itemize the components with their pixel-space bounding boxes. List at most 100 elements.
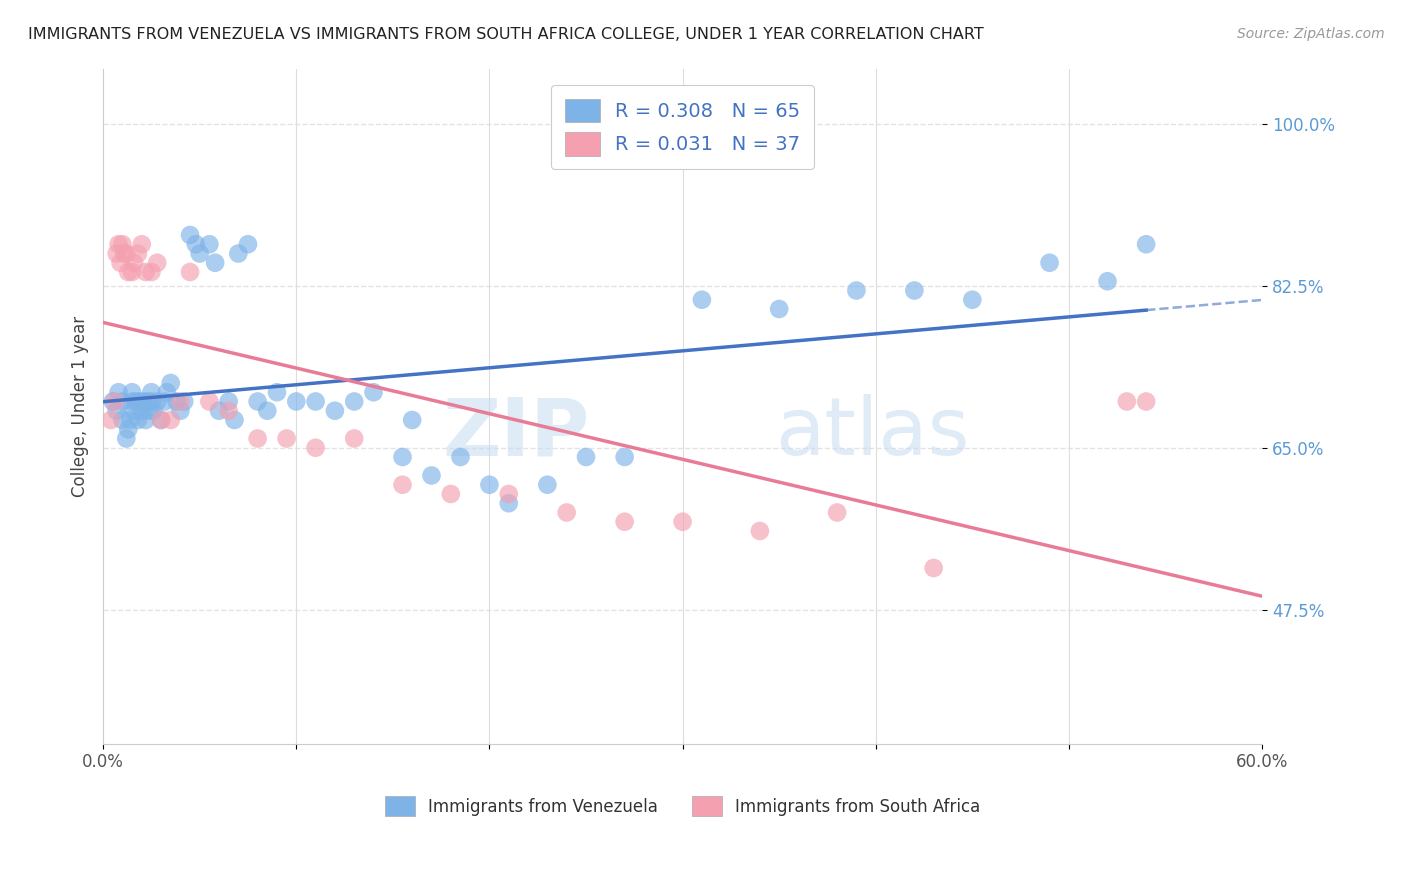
Point <box>121 385 143 400</box>
Y-axis label: College, Under 1 year: College, Under 1 year <box>72 316 89 497</box>
Point <box>105 403 128 417</box>
Text: Source: ZipAtlas.com: Source: ZipAtlas.com <box>1237 27 1385 41</box>
Point <box>105 246 128 260</box>
Point <box>169 403 191 417</box>
Point <box>117 265 139 279</box>
Point <box>1097 274 1119 288</box>
Point <box>121 265 143 279</box>
Point <box>198 394 221 409</box>
Point <box>169 394 191 409</box>
Point <box>131 403 153 417</box>
Point <box>136 394 159 409</box>
Point <box>173 394 195 409</box>
Point <box>208 403 231 417</box>
Point <box>127 246 149 260</box>
Point <box>184 237 207 252</box>
Point <box>1038 256 1060 270</box>
Point <box>104 394 127 409</box>
Point <box>141 265 163 279</box>
Point <box>420 468 443 483</box>
Text: atlas: atlas <box>775 394 970 472</box>
Point <box>142 403 165 417</box>
Point <box>613 515 636 529</box>
Point <box>575 450 598 464</box>
Point <box>768 301 790 316</box>
Point <box>218 394 240 409</box>
Point <box>122 403 145 417</box>
Point <box>141 394 163 409</box>
Point <box>153 394 176 409</box>
Point <box>391 477 413 491</box>
Point <box>121 394 143 409</box>
Point <box>401 413 423 427</box>
Point <box>131 237 153 252</box>
Point <box>440 487 463 501</box>
Point <box>962 293 984 307</box>
Point <box>146 394 169 409</box>
Point <box>125 394 148 409</box>
Point <box>555 506 578 520</box>
Point <box>111 413 134 427</box>
Point <box>111 237 134 252</box>
Point <box>613 450 636 464</box>
Point <box>101 394 124 409</box>
Text: IMMIGRANTS FROM VENEZUELA VS IMMIGRANTS FROM SOUTH AFRICA COLLEGE, UNDER 1 YEAR : IMMIGRANTS FROM VENEZUELA VS IMMIGRANTS … <box>28 27 984 42</box>
Legend: Immigrants from Venezuela, Immigrants from South Africa: Immigrants from Venezuela, Immigrants fr… <box>378 789 987 822</box>
Point <box>127 413 149 427</box>
Point <box>112 246 135 260</box>
Point <box>138 403 160 417</box>
Point <box>690 293 713 307</box>
Point <box>276 432 298 446</box>
Point <box>363 385 385 400</box>
Point <box>224 413 246 427</box>
Point <box>117 422 139 436</box>
Point <box>343 394 366 409</box>
Point <box>266 385 288 400</box>
Point <box>135 265 157 279</box>
Point <box>671 515 693 529</box>
Point <box>111 394 134 409</box>
Point <box>135 413 157 427</box>
Point <box>1115 394 1137 409</box>
Point <box>449 450 471 464</box>
Point <box>107 385 129 400</box>
Point <box>107 237 129 252</box>
Point <box>159 413 181 427</box>
Point <box>179 265 201 279</box>
Point <box>159 376 181 390</box>
Point <box>179 227 201 242</box>
Point <box>845 284 868 298</box>
Point <box>132 394 155 409</box>
Point <box>188 246 211 260</box>
Point <box>128 394 150 409</box>
Point <box>150 413 173 427</box>
Point <box>115 246 138 260</box>
Point <box>285 394 308 409</box>
Text: ZIP: ZIP <box>443 394 591 472</box>
Point <box>825 506 848 520</box>
Point <box>100 413 122 427</box>
Point <box>218 403 240 417</box>
Point <box>903 284 925 298</box>
Point <box>343 432 366 446</box>
Point <box>391 450 413 464</box>
Point <box>498 496 520 510</box>
Point <box>304 441 326 455</box>
Point <box>166 394 188 409</box>
Point <box>198 237 221 252</box>
Point <box>323 403 346 417</box>
Point <box>1135 237 1157 252</box>
Point <box>922 561 945 575</box>
Point <box>122 256 145 270</box>
Point <box>1135 394 1157 409</box>
Point <box>478 477 501 491</box>
Point <box>228 246 250 260</box>
Point <box>304 394 326 409</box>
Point <box>115 432 138 446</box>
Point <box>204 256 226 270</box>
Point <box>246 394 269 409</box>
Point <box>236 237 259 252</box>
Point <box>141 385 163 400</box>
Point <box>156 385 179 400</box>
Point <box>536 477 558 491</box>
